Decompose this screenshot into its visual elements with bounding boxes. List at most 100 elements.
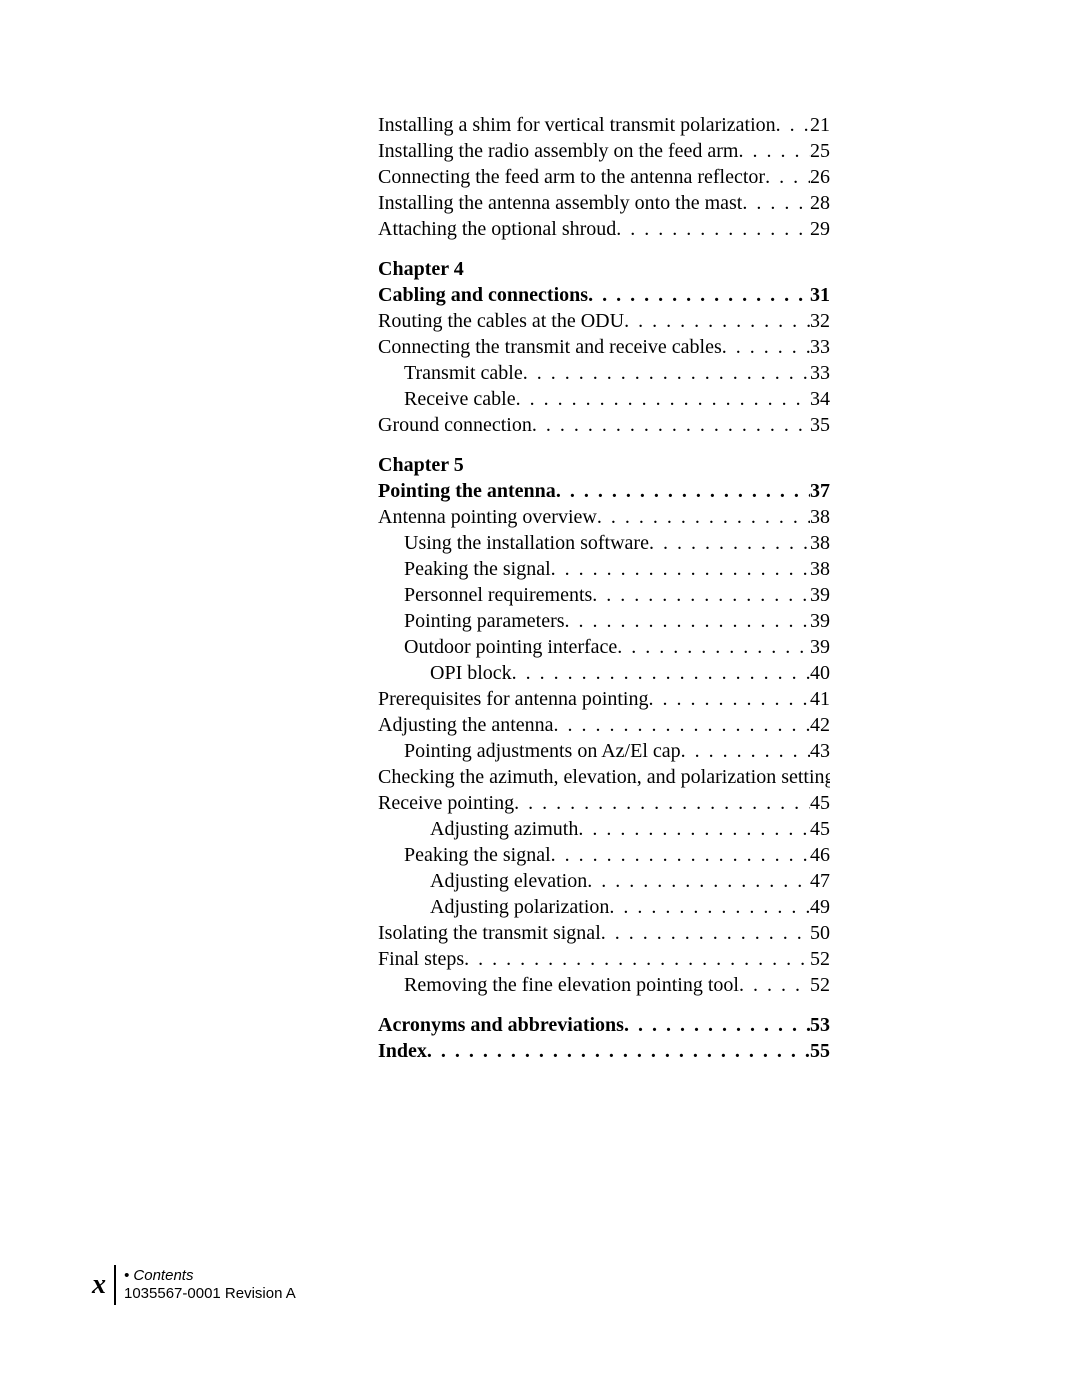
chapter-4-title-row[interactable]: Cabling and connections . . . . . . . . … bbox=[378, 282, 830, 308]
leader-dots: . . . . . . . . . . . . . . . . . . . . … bbox=[649, 530, 810, 556]
leader-dots: . . . . . . . . . . . . . . . . . . . . … bbox=[738, 138, 810, 164]
toc-entry-page: 43 bbox=[810, 738, 830, 764]
toc-pre-entry[interactable]: Installing the radio assembly on the fee… bbox=[378, 138, 830, 164]
toc-ch5-entry[interactable]: Prerequisites for antenna pointing. . . … bbox=[378, 686, 830, 712]
toc-ch5-entry[interactable]: Personnel requirements. . . . . . . . . … bbox=[404, 582, 830, 608]
leader-dots: . . . . . . . . . . . . . . . . . . . . … bbox=[609, 894, 810, 920]
leader-dots: . . . . . . . . . . . . . . . . . . . . … bbox=[464, 946, 810, 972]
toc-entry-page: 26 bbox=[810, 164, 830, 190]
toc-entry-page: 40 bbox=[810, 660, 830, 686]
leader-dots: . . . . . . . . . . . . . . . . . . . . … bbox=[532, 412, 810, 438]
toc-entry-text: Connecting the transmit and receive cabl… bbox=[378, 334, 722, 360]
toc-ch5-entry[interactable]: Adjusting elevation. . . . . . . . . . .… bbox=[430, 868, 830, 894]
toc-ch5-entry[interactable]: Antenna pointing overview. . . . . . . .… bbox=[378, 504, 830, 530]
toc-entry-page: 38 bbox=[810, 556, 830, 582]
toc-entry-page: 41 bbox=[810, 686, 830, 712]
toc-section-row[interactable]: Acronyms and abbreviations. . . . . . . … bbox=[378, 1012, 830, 1038]
leader-dots: . . . . . . . . . . . . . . . . . . . . … bbox=[551, 556, 810, 582]
toc-entry-text: Peaking the signal bbox=[404, 556, 551, 582]
leader-dots: . . . . . . . . . . . . . . . . . . . . … bbox=[516, 386, 810, 412]
toc-entry-text: Pointing parameters bbox=[404, 608, 565, 634]
toc-ch5-entry[interactable]: Isolating the transmit signal. . . . . .… bbox=[378, 920, 830, 946]
toc-ch5-entry[interactable]: Receive pointing. . . . . . . . . . . . … bbox=[378, 790, 830, 816]
toc-entry-page: 42 bbox=[810, 712, 830, 738]
toc-ch5-entry[interactable]: Removing the fine elevation pointing too… bbox=[404, 972, 830, 998]
toc-entry-text: OPI block bbox=[430, 660, 512, 686]
toc-ch5-entry[interactable]: Final steps. . . . . . . . . . . . . . .… bbox=[378, 946, 830, 972]
toc-section-page: 55 bbox=[810, 1038, 830, 1064]
toc-ch5-entry[interactable]: Outdoor pointing interface. . . . . . . … bbox=[404, 634, 830, 660]
toc-entry-text: Adjusting elevation bbox=[430, 868, 587, 894]
toc-entry-text: Prerequisites for antenna pointing bbox=[378, 686, 649, 712]
toc-ch4-entry[interactable]: Transmit cable. . . . . . . . . . . . . … bbox=[404, 360, 830, 386]
leader-dots: . . . . . . . . . . . . . . . . . . . . … bbox=[617, 634, 810, 660]
leader-dots: . . . . . . . . . . . . . . . . . . . . … bbox=[587, 868, 810, 894]
toc-ch4-entry[interactable]: Routing the cables at the ODU. . . . . .… bbox=[378, 308, 830, 334]
leader-dots: . . . . . . . . . . . . . . . . . . . . … bbox=[556, 478, 810, 504]
toc-entry-text: Adjusting the antenna bbox=[378, 712, 554, 738]
toc-entry-page: 32 bbox=[810, 308, 830, 334]
toc-entry-page: 39 bbox=[810, 608, 830, 634]
toc-entry-page: 39 bbox=[810, 582, 830, 608]
toc-entry-text: Using the installation software bbox=[404, 530, 649, 556]
toc-entry-text: Antenna pointing overview bbox=[378, 504, 597, 530]
toc-entry-page: 52 bbox=[810, 972, 830, 998]
toc-ch5-entry[interactable]: OPI block. . . . . . . . . . . . . . . .… bbox=[430, 660, 830, 686]
leader-dots: . . . . . . . . . . . . . . . . . . . . … bbox=[739, 972, 810, 998]
chapter-5-page: 37 bbox=[810, 478, 830, 504]
footer-divider bbox=[114, 1265, 116, 1305]
leader-dots: . . . . . . . . . . . . . . . . . . . . … bbox=[624, 1012, 810, 1038]
toc-entry-text: Outdoor pointing interface bbox=[404, 634, 617, 660]
toc-ch5-entry[interactable]: Adjusting azimuth. . . . . . . . . . . .… bbox=[430, 816, 830, 842]
toc-entry-text: Peaking the signal bbox=[404, 842, 551, 868]
leader-dots: . . . . . . . . . . . . . . . . . . . . … bbox=[624, 308, 810, 334]
toc-entry-text: Adjusting polarization bbox=[430, 894, 609, 920]
toc-entry-text: Transmit cable bbox=[404, 360, 523, 386]
leader-dots: . . . . . . . . . . . . . . . . . . . . … bbox=[616, 216, 810, 242]
toc-section-row[interactable]: Index. . . . . . . . . . . . . . . . . .… bbox=[378, 1038, 830, 1064]
toc-entry-page: 38 bbox=[810, 530, 830, 556]
toc-ch4-entry[interactable]: Receive cable. . . . . . . . . . . . . .… bbox=[404, 386, 830, 412]
toc-entry-text: Attaching the optional shroud bbox=[378, 216, 616, 242]
toc-entry-text: Ground connection bbox=[378, 412, 532, 438]
chapter-4-page: 31 bbox=[810, 282, 830, 308]
toc-entry-page: 33 bbox=[810, 334, 830, 360]
chapter-5-title-row[interactable]: Pointing the antenna . . . . . . . . . .… bbox=[378, 478, 830, 504]
toc-section-page: 53 bbox=[810, 1012, 830, 1038]
toc-entry-page: 34 bbox=[810, 386, 830, 412]
leader-dots: . . . . . . . . . . . . . . . . . . . . … bbox=[514, 790, 810, 816]
leader-dots: . . . . . . . . . . . . . . . . . . . . … bbox=[597, 504, 810, 530]
toc-entry-text: Installing the radio assembly on the fee… bbox=[378, 138, 738, 164]
toc-entry-text: Installing a shim for vertical transmit … bbox=[378, 112, 776, 138]
toc-pre-entry[interactable]: Attaching the optional shroud. . . . . .… bbox=[378, 216, 830, 242]
toc-ch4-entry[interactable]: Ground connection. . . . . . . . . . . .… bbox=[378, 412, 830, 438]
leader-dots: . . . . . . . . . . . . . . . . . . . . … bbox=[523, 360, 810, 386]
toc-ch5-entry[interactable]: Using the installation software. . . . .… bbox=[404, 530, 830, 556]
toc-pre-entry[interactable]: Connecting the feed arm to the antenna r… bbox=[378, 164, 830, 190]
toc-ch5-entry[interactable]: Peaking the signal. . . . . . . . . . . … bbox=[404, 842, 830, 868]
page-footer: x • Contents 1035567-0001 Revision A bbox=[92, 1265, 296, 1305]
chapter-4-title: Cabling and connections bbox=[378, 282, 588, 308]
leader-dots: . . . . . . . . . . . . . . . . . . . . … bbox=[592, 582, 810, 608]
toc-ch5-entry[interactable]: Adjusting polarization. . . . . . . . . … bbox=[430, 894, 830, 920]
toc-ch4-entry[interactable]: Connecting the transmit and receive cabl… bbox=[378, 334, 830, 360]
leader-dots: . . . . . . . . . . . . . . . . . . . . … bbox=[554, 712, 810, 738]
toc-section-title: Acronyms and abbreviations bbox=[378, 1012, 624, 1038]
toc-entry-text: Installing the antenna assembly onto the… bbox=[378, 190, 742, 216]
leader-dots: . . . . . . . . . . . . . . . . . . . . … bbox=[551, 842, 810, 868]
toc-pre-entry[interactable]: Installing the antenna assembly onto the… bbox=[378, 190, 830, 216]
leader-dots: . . . . . . . . . . . . . . . . . . . . … bbox=[427, 1038, 810, 1064]
leader-dots: . . . . . . . . . . . . . . . . . . . . … bbox=[588, 282, 810, 308]
toc-ch5-entry[interactable]: Pointing parameters. . . . . . . . . . .… bbox=[404, 608, 830, 634]
toc-entry-page: 45 bbox=[810, 790, 830, 816]
toc-entry-text: Pointing adjustments on Az/El cap bbox=[404, 738, 681, 764]
toc-ch5-entry[interactable]: Checking the azimuth, elevation, and pol… bbox=[378, 764, 830, 790]
toc-ch5-entry[interactable]: Peaking the signal. . . . . . . . . . . … bbox=[404, 556, 830, 582]
toc-ch5-entry[interactable]: Pointing adjustments on Az/El cap. . . .… bbox=[404, 738, 830, 764]
toc-entry-page: 25 bbox=[810, 138, 830, 164]
toc-entry-text: Adjusting azimuth bbox=[430, 816, 578, 842]
toc-pre-entry[interactable]: Installing a shim for vertical transmit … bbox=[378, 112, 830, 138]
toc-entry-text: Checking the azimuth, elevation, and pol… bbox=[378, 764, 830, 790]
toc-entry-text: Final steps bbox=[378, 946, 464, 972]
toc-ch5-entry[interactable]: Adjusting the antenna. . . . . . . . . .… bbox=[378, 712, 830, 738]
